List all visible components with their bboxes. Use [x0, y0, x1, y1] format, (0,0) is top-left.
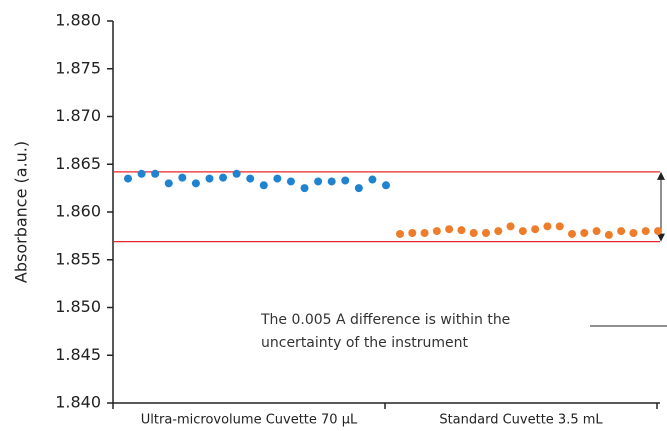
- data-point: [164, 179, 173, 188]
- x-tick-label: Ultra-microvolume Cuvette 70 µL: [141, 413, 358, 428]
- y-tick-label: 1.855: [55, 249, 101, 268]
- annotation: uncertainty of the instrument: [261, 335, 469, 351]
- y-tick-label: 1.850: [55, 297, 101, 316]
- data-point: [555, 222, 564, 231]
- data-point: [219, 173, 228, 182]
- y-tick-label: 1.865: [55, 154, 101, 173]
- data-point: [327, 177, 336, 186]
- annotation: The 0.005 A difference is within the: [260, 312, 510, 328]
- y-tick-label: 1.875: [55, 58, 101, 77]
- y-tick-label: 1.840: [55, 393, 101, 412]
- y-axis-label: Absorbance (a.u.): [12, 141, 31, 283]
- data-point: [205, 174, 214, 183]
- data-point: [432, 227, 441, 236]
- data-point: [124, 174, 132, 183]
- data-point: [420, 229, 429, 238]
- data-point: [518, 227, 527, 236]
- data-point: [232, 169, 241, 178]
- data-point: [382, 181, 390, 190]
- data-point: [457, 226, 466, 235]
- data-point: [178, 173, 187, 182]
- data-point: [259, 181, 268, 190]
- data-point: [151, 169, 160, 178]
- data-point: [531, 225, 540, 234]
- data-point: [314, 177, 323, 186]
- y-tick-label: 1.860: [55, 202, 101, 221]
- data-point: [286, 177, 295, 186]
- data-point: [494, 227, 503, 236]
- data-point: [641, 227, 650, 236]
- data-point: [273, 174, 282, 183]
- data-point: [592, 227, 601, 236]
- y-tick-label: 1.845: [55, 345, 101, 364]
- data-point: [354, 184, 363, 193]
- x-tick-label: Standard Cuvette 3.5 mL: [439, 413, 603, 428]
- data-point: [368, 175, 377, 184]
- data-point: [543, 222, 552, 231]
- data-point: [137, 169, 146, 178]
- data-point: [580, 229, 589, 238]
- data-point: [191, 179, 200, 188]
- y-tick-label: 1.880: [55, 11, 101, 30]
- data-point: [408, 229, 417, 238]
- data-point: [629, 229, 638, 238]
- data-point: [300, 184, 309, 193]
- data-point: [604, 230, 613, 239]
- data-point: [654, 227, 662, 236]
- data-point: [617, 227, 626, 236]
- data-point: [341, 176, 350, 185]
- y-tick-label: 1.870: [55, 106, 101, 125]
- data-point: [396, 229, 404, 238]
- data-point: [568, 229, 576, 238]
- data-point: [506, 222, 515, 231]
- data-point: [246, 174, 255, 183]
- data-point: [469, 229, 478, 238]
- data-point: [482, 229, 490, 238]
- data-point: [445, 225, 454, 234]
